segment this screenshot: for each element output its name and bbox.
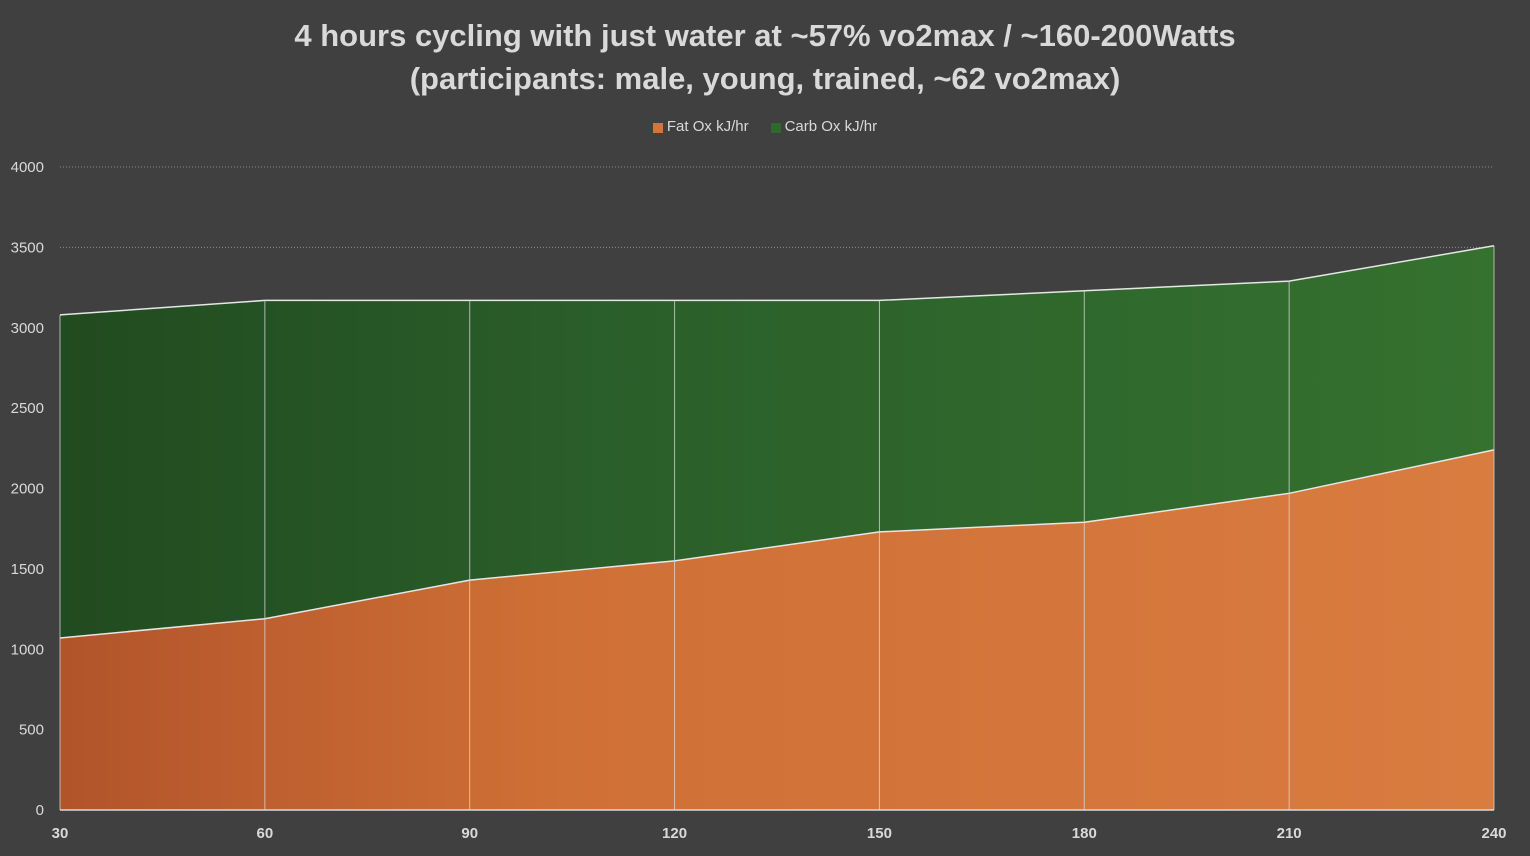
x-tick-label-210: 210 [1277,825,1302,842]
y-tick-label-1500: 1500 [11,561,44,578]
x-axis-ticks: 30 60 90 120 150 180 210 240 [52,825,1507,842]
series-areas [59,245,1495,810]
chart-title-line-2: (participants: male, young, trained, ~62… [409,61,1121,96]
chart-legend: Fat Ox kJ/hr Carb Ox kJ/hr [0,118,1530,135]
x-tick-label-180: 180 [1072,825,1097,842]
chart-title: 4 hours cycling with just water at ~57% … [0,14,1530,100]
line-carb-ox-top [59,245,1495,316]
chart-title-line-1: 4 hours cycling with just water at ~57% … [294,18,1236,53]
y-tick-label-3500: 3500 [11,239,44,256]
x-tick-label-120: 120 [662,825,687,842]
x-tick-label-30: 30 [52,825,69,842]
x-tick-label-240: 240 [1481,825,1506,842]
legend-label-fat-ox: Fat Ox kJ/hr [666,118,749,135]
legend-item-carb-ox: Carb Ox kJ/hr [770,118,878,135]
y-axis-ticks: 0 500 1000 1500 2000 2500 3000 3500 4000 [11,159,44,819]
line-fat-ox-top [59,449,1495,639]
legend-item-fat-ox: Fat Ox kJ/hr [652,118,749,135]
legend-label-carb-ox: Carb Ox kJ/hr [784,118,878,135]
legend-swatch-carb-ox [770,123,781,133]
y-tick-label-0: 0 [36,802,44,819]
category-dividers [59,245,1495,811]
x-tick-label-60: 60 [257,825,274,842]
area-carb-ox [60,245,1494,638]
y-tick-label-500: 500 [19,722,44,739]
x-tick-label-150: 150 [867,825,892,842]
y-tick-label-2000: 2000 [11,481,44,498]
y-tick-label-3000: 3000 [11,320,44,337]
y-tick-label-2500: 2500 [11,400,44,417]
y-tick-label-4000: 4000 [11,159,44,176]
legend-swatch-fat-ox [652,123,663,133]
y-tick-label-1000: 1000 [11,641,44,658]
x-tick-label-90: 90 [461,825,478,842]
area-fat-ox [60,449,1494,810]
